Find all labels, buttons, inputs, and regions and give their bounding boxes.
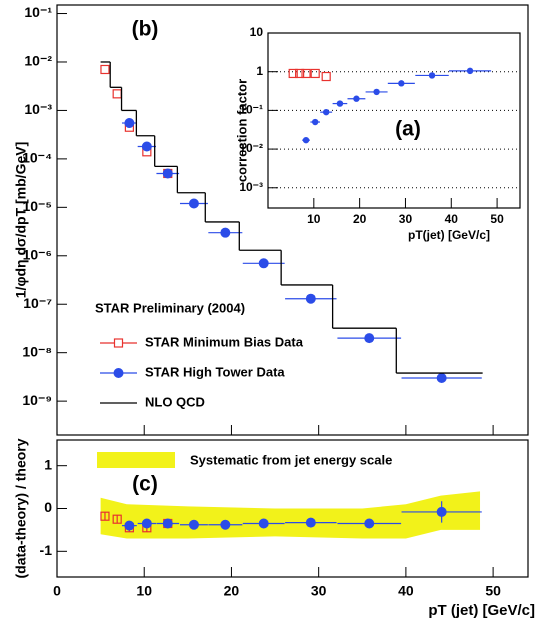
- y-tick-label: 10⁻⁴: [22, 150, 52, 166]
- marker: [141, 141, 152, 152]
- x-tick-label: 30: [311, 583, 327, 599]
- marker: [305, 517, 316, 528]
- y-axis-label: (data-theory) / theory: [13, 438, 29, 578]
- marker: [373, 88, 380, 96]
- y-tick-label: 10⁻⁷: [23, 295, 52, 311]
- legend-label: STAR High Tower Data: [145, 364, 285, 379]
- marker: [428, 72, 436, 79]
- marker: [188, 519, 199, 530]
- marker: [141, 518, 152, 529]
- y-tick-label: 10: [250, 25, 264, 39]
- y-axis-label: 1/φdη dσ/dpT [mb/GeV]: [13, 142, 29, 298]
- x-tick-label: 40: [445, 212, 459, 226]
- marker: [398, 80, 405, 87]
- marker: [321, 71, 331, 82]
- y-tick-label: -1: [40, 542, 53, 558]
- marker: [220, 519, 231, 530]
- y-tick-label: 0: [44, 499, 52, 515]
- y-tick-label: 1: [44, 456, 52, 472]
- marker: [288, 68, 298, 79]
- legend-swatch: [97, 452, 175, 468]
- panel-label: (c): [132, 473, 158, 496]
- x-tick-label: 20: [224, 583, 240, 599]
- x-tick-label: 10: [136, 583, 152, 599]
- y-tick-label: 10⁻²: [24, 53, 52, 69]
- marker: [302, 136, 310, 144]
- legend-label: NLO QCD: [145, 394, 205, 409]
- marker: [124, 520, 135, 531]
- x-tick-label: 50: [485, 583, 501, 599]
- marker: [220, 227, 231, 238]
- x-tick-label: 10: [307, 212, 321, 226]
- y-tick-label: 10⁻⁵: [22, 198, 52, 214]
- marker: [188, 198, 199, 209]
- marker: [124, 118, 135, 129]
- marker: [310, 68, 320, 79]
- y-axis-label: correction factor: [234, 79, 249, 182]
- legend-label: STAR Minimum Bias Data: [145, 334, 304, 349]
- y-tick-label: 10⁻¹: [239, 103, 263, 117]
- marker: [301, 68, 311, 79]
- marker: [311, 118, 319, 126]
- x-axis-label: pT(jet) [GeV/c]: [408, 228, 490, 242]
- frame: [267, 32, 521, 209]
- frame: [56, 439, 529, 578]
- y-tick-label: 10⁻¹: [24, 4, 52, 20]
- marker: [295, 68, 305, 79]
- marker: [364, 518, 375, 529]
- marker: [112, 514, 122, 524]
- y-tick-label: 10⁻⁸: [22, 343, 52, 359]
- marker: [364, 333, 375, 344]
- x-tick-label: 30: [399, 212, 413, 226]
- marker: [162, 168, 173, 179]
- marker: [100, 511, 110, 521]
- marker: [353, 95, 360, 102]
- marker: [305, 293, 316, 304]
- x-tick-label: 40: [398, 583, 414, 599]
- y-tick-label: 10⁻³: [24, 101, 52, 117]
- legend-marker: [113, 338, 124, 348]
- x-tick-label: 50: [490, 212, 504, 226]
- marker: [100, 64, 110, 75]
- legend-marker: [113, 368, 124, 378]
- marker: [466, 67, 474, 75]
- y-tick-label: 10⁻²: [239, 141, 263, 155]
- marker: [258, 518, 269, 529]
- marker: [258, 258, 269, 269]
- marker: [322, 108, 330, 116]
- y-tick-label: 10⁻⁶: [23, 246, 52, 262]
- frame: [56, 4, 529, 436]
- marker: [336, 100, 344, 107]
- marker: [436, 373, 447, 384]
- plot-area: [268, 33, 520, 208]
- marker: [436, 506, 447, 517]
- panel-label: (b): [132, 18, 159, 41]
- marker: [162, 518, 173, 529]
- x-tick-label: 0: [53, 583, 61, 599]
- y-tick-label: 1: [256, 64, 263, 78]
- panel-label: (a): [395, 118, 421, 141]
- y-tick-label: 10⁻³: [239, 180, 263, 194]
- legend-label: Systematic from jet energy scale: [190, 452, 392, 467]
- legend-title: STAR Preliminary (2004): [95, 300, 245, 315]
- x-axis-label: pT (jet) [GeV/c]: [428, 602, 535, 619]
- x-tick-label: 20: [353, 212, 367, 226]
- y-tick-label: 10⁻⁹: [22, 392, 52, 408]
